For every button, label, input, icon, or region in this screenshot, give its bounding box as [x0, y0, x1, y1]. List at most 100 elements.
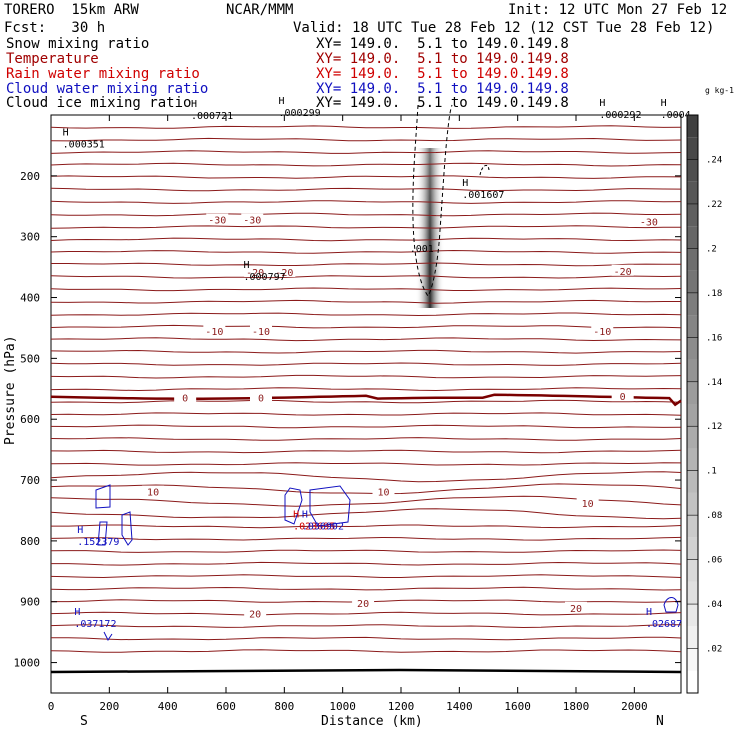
temperature-label-bg: [250, 324, 272, 336]
temperature-label-bg: [611, 264, 634, 276]
isotherm-line: [51, 262, 681, 267]
maximum-h-marker: H: [599, 98, 605, 109]
temperature-label: -30: [243, 216, 261, 227]
maximum-value-label: .036902: [302, 522, 344, 533]
isotherm-line: [50, 249, 682, 254]
isotherm-line: [50, 586, 682, 591]
colorbar-swatch: [687, 337, 698, 360]
isotherm-line: [50, 574, 682, 579]
maximum-h-marker: H: [462, 178, 468, 189]
isotherm-line: [50, 611, 682, 616]
axes: 0 200 400 600 800 1000 1200 1400 1600 1800 2000200…: [14, 115, 681, 713]
x-axis-north-label: N: [656, 714, 664, 729]
temperature-label: 10: [582, 499, 594, 510]
x-tick-label: 1000: [329, 700, 356, 713]
temperature-label-bg: [352, 596, 375, 608]
forecast-hour: Fcst: 30 h: [4, 20, 106, 36]
x-tick-label: 1200: [388, 700, 415, 713]
isotherm-line: [50, 462, 682, 466]
temperature-label: -10: [205, 327, 223, 338]
temperature-label: 20: [249, 609, 261, 620]
isotherm-line: [50, 649, 682, 653]
colorbar-swatch: [687, 537, 698, 560]
temperature-label: 0: [620, 392, 626, 403]
x-tick-label: 400: [158, 700, 178, 713]
maximum-h-marker: H: [77, 525, 83, 536]
maximum-value-label: .037172: [74, 619, 116, 630]
colorbar-swatch: [687, 448, 698, 471]
y-tick-label: 600: [20, 413, 40, 426]
maximum-value-label: .000299: [279, 108, 321, 119]
colorbar-swatch: [687, 137, 698, 160]
temperature-label-bg: [611, 390, 634, 402]
x-tick-label: 1600: [504, 700, 531, 713]
colorbar-swatch: [687, 159, 698, 182]
colorbar-swatch: [687, 470, 698, 493]
temperature-label-bg: [174, 391, 197, 403]
colorbar-tick-label: .22: [706, 200, 722, 210]
snow-contour-label: .001: [410, 244, 434, 255]
field-name-temperature: Temperature: [6, 51, 99, 67]
colorbar-swatch: [687, 559, 698, 582]
colorbar-tick-label: .02: [706, 645, 722, 655]
colorbar-tick-label: .12: [706, 422, 722, 432]
isotherm-line: [50, 212, 682, 217]
maximum-h-marker: H: [302, 510, 308, 521]
x-tick-label: 1400: [446, 700, 473, 713]
field-xy-snow: XY= 149.0. 5.1 to 149.0.149.8: [316, 36, 569, 52]
colorbar-swatch: [687, 648, 698, 671]
isotherm-zero-line: [50, 393, 682, 407]
y-tick-label: 300: [20, 231, 40, 244]
field-name-cloud-ice: Cloud ice mixing ratio: [6, 95, 192, 111]
colorbar-tick-label: .06: [706, 556, 722, 566]
colorbar-tick-label: .24: [706, 155, 722, 165]
y-tick-label: 800: [20, 535, 40, 548]
colorbar-swatch: [687, 604, 698, 627]
isotherm-line: [50, 137, 682, 142]
colorbar-swatch: [687, 115, 698, 138]
isotherm-line: [50, 175, 682, 179]
colorbar-swatch: [687, 581, 698, 605]
maximum-h-marker: H: [661, 98, 667, 109]
maximum-h-marker: H: [646, 607, 652, 618]
isotherm-line: [50, 200, 682, 204]
isotherm-line: [50, 437, 682, 441]
isotherm-line: [50, 187, 682, 192]
temperature-isotherms: [50, 125, 682, 653]
colorbar-tick-label: .14: [706, 378, 722, 388]
x-tick-label: 1800: [563, 700, 590, 713]
temperature-label-bg: [591, 324, 614, 336]
field-name-rain: Rain water mixing ratio: [6, 66, 200, 82]
maximum-value-label: .000797: [244, 272, 286, 283]
temperature-label-bg: [273, 265, 296, 277]
plot-border: [50, 114, 682, 694]
colorbar-tick-label: .18: [706, 289, 722, 299]
isotherm-line: [50, 299, 681, 304]
maximum-h-marker: H: [191, 99, 197, 110]
snow-outline: [412, 104, 490, 297]
y-tick-label: 900: [20, 596, 40, 609]
isotherm-line: [50, 508, 682, 520]
colorbar-swatch: [687, 426, 698, 449]
maximum-h-marker: H: [244, 260, 250, 271]
isotherm-line: [50, 312, 682, 317]
temperature-label-bg: [565, 601, 587, 613]
temperature-label: 20: [570, 604, 582, 615]
isotherm-line: [50, 374, 682, 379]
y-tick-label: 1000: [14, 657, 41, 670]
colorbar-tick-label: .08: [706, 511, 722, 521]
contour-labels: -30 -30 -30 -20 -20 -20 -10 -10 -10 0 0 0 10 10 10 20 20…: [63, 96, 691, 630]
maximum-value-label: .0004: [661, 110, 691, 121]
isotherm-line: [50, 324, 682, 329]
temperature-label-bg: [576, 497, 599, 509]
isotherm-line: [50, 237, 682, 242]
maximum-h-marker: H: [279, 96, 285, 107]
temperature-label: -20: [614, 267, 632, 278]
colorbar-swatch: [687, 626, 698, 649]
colorbar-swatch: [687, 515, 698, 538]
colorbar-swatch: [687, 270, 698, 293]
x-tick-label: 600: [216, 700, 236, 713]
case-title: TORERO 15km ARW: [4, 2, 139, 18]
colorbar-swatch: [687, 315, 698, 338]
maximum-value-label: .001607: [462, 190, 504, 201]
